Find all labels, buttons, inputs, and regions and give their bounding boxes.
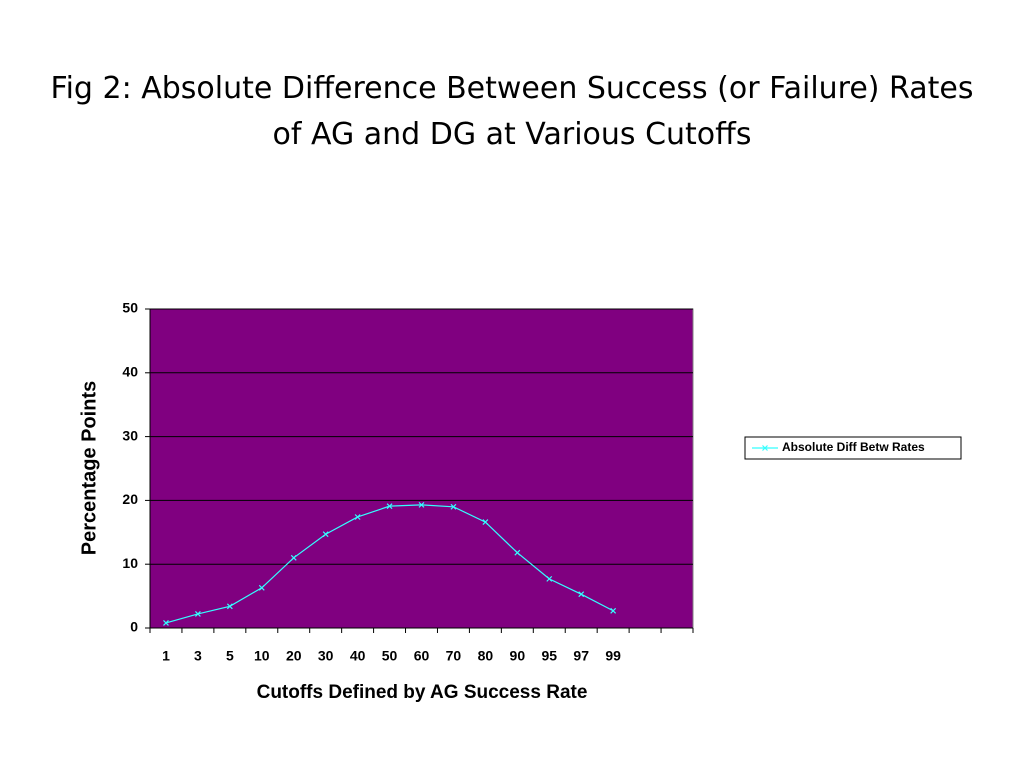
data-marker: [610, 607, 617, 614]
data-marker: [354, 514, 361, 520]
x-tick-label: 95: [541, 648, 557, 664]
y-tick-label: 40: [122, 364, 138, 380]
x-tick-label: 70: [446, 648, 462, 664]
x-tick-label: 1: [162, 648, 170, 664]
x-tick-label: 97: [573, 648, 589, 664]
x-tick-label: 80: [478, 648, 494, 664]
data-marker: [450, 503, 457, 510]
y-tick-label: 30: [122, 427, 138, 443]
x-tick-label: 99: [605, 648, 621, 664]
x-tick-label: 40: [350, 648, 366, 664]
chart-title: Fig 2: Absolute Difference Between Succe…: [50, 71, 974, 152]
data-marker: [322, 531, 329, 538]
x-tick-label: 20: [286, 648, 302, 664]
data-marker: [226, 603, 233, 610]
x-axis-label: Cutoffs Defined by AG Success Rate: [257, 682, 588, 703]
data-marker: [386, 503, 393, 510]
x-tick-label: 5: [226, 648, 234, 664]
data-marker: [418, 501, 425, 508]
x-tick-label: 10: [254, 648, 270, 664]
legend-marker: [762, 445, 768, 451]
y-tick-label: 10: [122, 555, 138, 571]
x-tick-label: 50: [382, 648, 398, 664]
x-tick-label: 90: [510, 648, 526, 664]
y-tick-label: 20: [122, 491, 138, 507]
plot-area: [149, 308, 694, 629]
legend-label: Absolute Diff Betw Rates: [782, 440, 925, 454]
y-tick-label: 50: [122, 300, 138, 316]
data-marker: [514, 549, 521, 556]
data-marker: [290, 554, 297, 561]
y-tick-label: 0: [130, 619, 138, 635]
legend-box: [744, 436, 962, 460]
data-marker: [163, 619, 169, 626]
data-marker: [258, 584, 265, 591]
x-tick-label: 30: [318, 648, 334, 664]
data-marker: [194, 611, 201, 617]
x-tick-label: 60: [414, 648, 430, 664]
data-marker: [578, 591, 585, 598]
data-marker: [546, 575, 553, 582]
x-tick-label: 3: [194, 648, 202, 664]
y-axis-label: Percentage Points: [78, 381, 100, 556]
data-marker: [482, 519, 489, 526]
